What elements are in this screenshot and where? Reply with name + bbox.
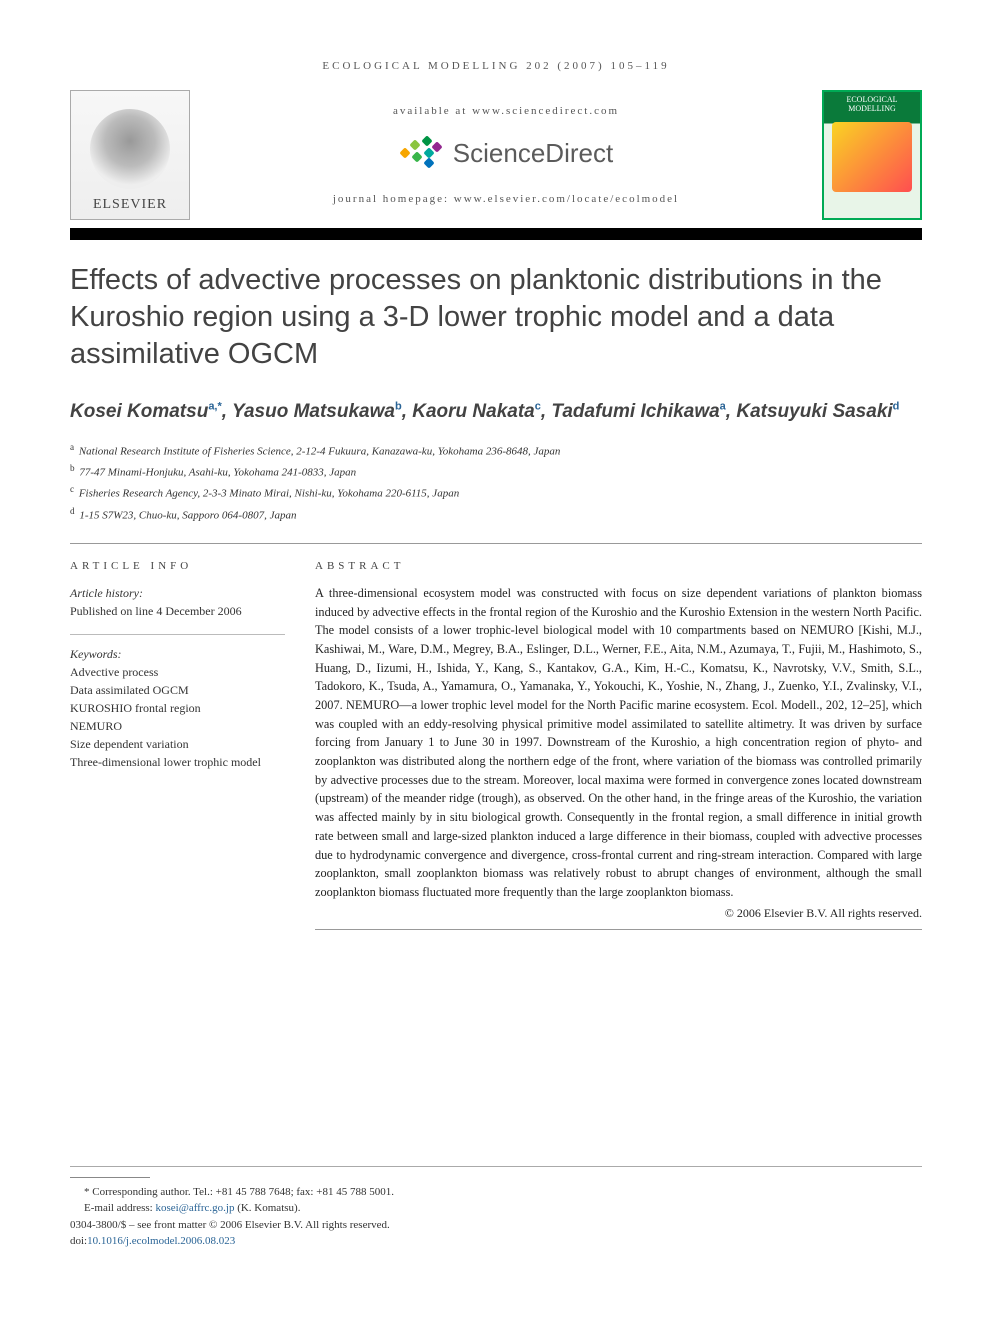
masthead: ELSEVIER available at www.sciencedirect.… bbox=[70, 90, 922, 220]
keyword-divider bbox=[70, 634, 285, 635]
left-column: ARTICLE INFO Article history: Published … bbox=[70, 560, 285, 946]
sciencedirect-swirl-icon bbox=[399, 135, 443, 171]
elsevier-logo: ELSEVIER bbox=[70, 90, 190, 220]
elsevier-wordmark: ELSEVIER bbox=[93, 197, 167, 213]
keywords-list: Advective processData assimilated OGCMKU… bbox=[70, 663, 285, 771]
email-link[interactable]: kosei@affrc.go.jp bbox=[155, 1202, 234, 1214]
history-value: Published on line 4 December 2006 bbox=[70, 602, 285, 620]
affiliation-item: d 1-15 S7W23, Chuo-ku, Sapporo 064-0807,… bbox=[70, 504, 922, 525]
page-footer: * Corresponding author. Tel.: +81 45 788… bbox=[70, 1166, 922, 1250]
doi-label: doi: bbox=[70, 1235, 87, 1247]
keyword-item: Advective process bbox=[70, 663, 285, 681]
keyword-item: NEMURO bbox=[70, 717, 285, 735]
footnote-rule bbox=[70, 1177, 150, 1178]
front-matter-line: 0304-3800/$ – see front matter © 2006 El… bbox=[70, 1217, 922, 1234]
affiliation-item: c Fisheries Research Agency, 2-3-3 Minat… bbox=[70, 482, 922, 503]
journal-homepage-line: journal homepage: www.elsevier.com/locat… bbox=[210, 193, 802, 205]
journal-cover-title: ECOLOGICAL MODELLING bbox=[824, 96, 920, 114]
abstract-body: A three-dimensional ecosystem model was … bbox=[315, 584, 922, 902]
affiliation-item: b 77-47 Minami-Honjuku, Asahi-ku, Yokoha… bbox=[70, 461, 922, 482]
abstract-bottom-rule bbox=[315, 929, 922, 930]
keyword-item: KUROSHIO frontal region bbox=[70, 699, 285, 717]
email-label: E-mail address: bbox=[84, 1202, 153, 1214]
author-list: Kosei Komatsua,*, Yasuo Matsukawab, Kaor… bbox=[70, 399, 922, 426]
keyword-item: Data assimilated OGCM bbox=[70, 681, 285, 699]
doi-link[interactable]: 10.1016/j.ecolmodel.2006.08.023 bbox=[87, 1235, 235, 1247]
affiliation-list: a National Research Institute of Fisheri… bbox=[70, 440, 922, 525]
email-line: E-mail address: kosei@affrc.go.jp (K. Ko… bbox=[84, 1200, 922, 1217]
thick-rule bbox=[70, 228, 922, 240]
two-column-layout: ARTICLE INFO Article history: Published … bbox=[70, 560, 922, 946]
keyword-item: Three-dimensional lower trophic model bbox=[70, 753, 285, 771]
abstract-heading: ABSTRACT bbox=[315, 560, 922, 572]
article-history-block: Article history: Published on line 4 Dec… bbox=[70, 584, 285, 620]
affiliation-item: a National Research Institute of Fisheri… bbox=[70, 440, 922, 461]
corresponding-author-line: * Corresponding author. Tel.: +81 45 788… bbox=[84, 1184, 922, 1201]
journal-cover-thumbnail: ECOLOGICAL MODELLING bbox=[822, 90, 922, 220]
abstract-copyright: © 2006 Elsevier B.V. All rights reserved… bbox=[315, 906, 922, 921]
article-title: Effects of advective processes on plankt… bbox=[70, 262, 922, 373]
running-head: ECOLOGICAL MODELLING 202 (2007) 105–119 bbox=[70, 60, 922, 72]
keywords-label: Keywords: bbox=[70, 645, 285, 663]
thin-rule bbox=[70, 543, 922, 544]
sciencedirect-wordmark: ScienceDirect bbox=[453, 138, 613, 169]
journal-cover-image-icon bbox=[832, 122, 912, 192]
article-info-heading: ARTICLE INFO bbox=[70, 560, 285, 572]
history-label: Article history: bbox=[70, 584, 285, 602]
elsevier-tree-icon bbox=[90, 109, 170, 189]
masthead-center: available at www.sciencedirect.com Scien… bbox=[210, 105, 802, 205]
keywords-block: Keywords: Advective processData assimila… bbox=[70, 645, 285, 771]
doi-line: doi:10.1016/j.ecolmodel.2006.08.023 bbox=[70, 1233, 922, 1250]
available-at-line: available at www.sciencedirect.com bbox=[210, 105, 802, 117]
sciencedirect-logo: ScienceDirect bbox=[210, 135, 802, 171]
right-column: ABSTRACT A three-dimensional ecosystem m… bbox=[315, 560, 922, 946]
email-author-name: (K. Komatsu). bbox=[237, 1202, 300, 1214]
keyword-item: Size dependent variation bbox=[70, 735, 285, 753]
